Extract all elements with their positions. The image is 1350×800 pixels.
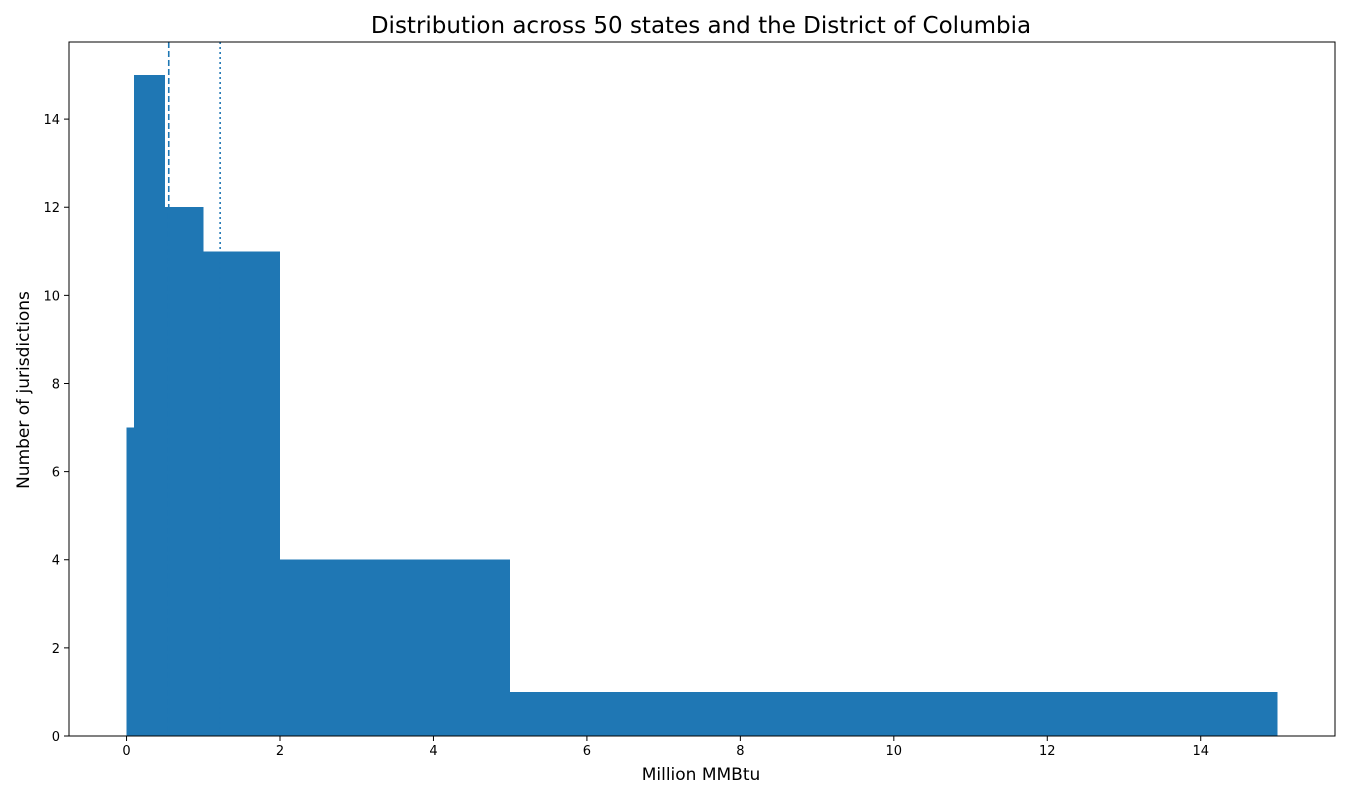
y-tick-label: 0 [52, 730, 60, 745]
x-tick-label: 12 [1039, 744, 1056, 759]
histogram-bar-2 [164, 207, 204, 736]
y-axis: 0 2 4 6 8 10 12 14 [43, 113, 69, 745]
y-tick-label: 2 [52, 642, 60, 657]
chart-title: Distribution across 50 states and the Di… [371, 13, 1031, 39]
histogram-bar-5 [510, 691, 1278, 736]
histogram-bar-3 [203, 251, 280, 737]
x-tick-label: 10 [886, 744, 903, 759]
y-tick-label: 10 [43, 289, 60, 304]
bars-group [126, 75, 1278, 737]
x-tick-label: 2 [276, 744, 284, 759]
histogram-bar-4 [280, 559, 511, 736]
histogram-bar-0 [126, 427, 135, 736]
x-tick-label: 0 [122, 744, 130, 759]
x-tick-label: 8 [736, 744, 744, 759]
y-tick-label: 4 [52, 554, 60, 569]
x-tick-label: 14 [1192, 744, 1209, 759]
x-tick-label: 4 [429, 744, 437, 759]
y-tick-label: 6 [52, 466, 60, 481]
histogram-bar-1 [134, 75, 165, 737]
x-axis: 0 2 4 6 8 10 12 14 [122, 736, 1209, 759]
y-tick-label: 14 [43, 113, 60, 128]
reference-lines-group [167, 42, 221, 736]
y-tick-label: 8 [52, 377, 60, 392]
plot-area-frame [68, 41, 1336, 737]
y-axis-title: Number of jurisdictions [14, 291, 34, 489]
y-tick-label: 12 [43, 201, 60, 216]
x-axis-title: Million MMBtu [642, 765, 761, 785]
x-tick-label: 6 [583, 744, 591, 759]
